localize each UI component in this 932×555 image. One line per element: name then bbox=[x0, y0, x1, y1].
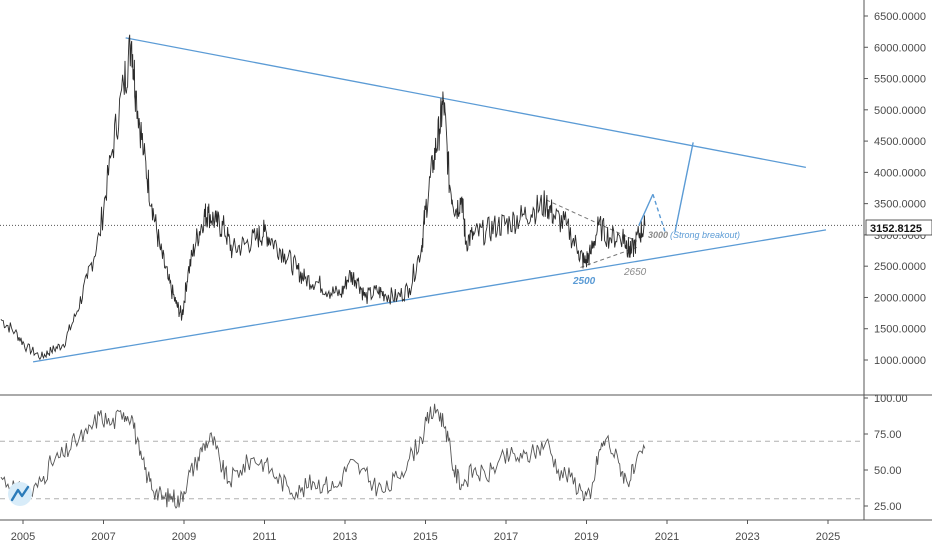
price-axis-label: 6000.0000 bbox=[874, 42, 926, 54]
trendline-support bbox=[32, 229, 827, 363]
tradingview-logo-icon bbox=[8, 482, 32, 506]
projection-up-leg bbox=[638, 193, 654, 226]
annotation-support-2500: 2500 bbox=[572, 276, 596, 287]
annotation-breakout-3000: 3000 bbox=[648, 230, 668, 240]
rsi-axis-label: 75.00 bbox=[874, 429, 902, 441]
time-axis-label: 2009 bbox=[172, 531, 196, 543]
rsi-axis-label: 100.00 bbox=[874, 393, 908, 405]
annotation-support-2650: 2650 bbox=[623, 267, 647, 278]
time-axis-label: 2013 bbox=[333, 531, 357, 543]
price-axis-label: 2000.0000 bbox=[874, 292, 926, 304]
price-axis-label: 4500.0000 bbox=[874, 136, 926, 148]
last-price-label: 3152.8125 bbox=[870, 223, 922, 235]
projection-breakout-leg bbox=[674, 142, 694, 232]
price-series-line bbox=[0, 34, 646, 361]
time-axis-label: 2015 bbox=[413, 531, 437, 543]
rsi-pane bbox=[0, 403, 864, 509]
rsi-axis: 25.00 50.00 75.00 100.00 bbox=[864, 393, 908, 513]
price-axis-label: 4000.0000 bbox=[874, 167, 926, 179]
time-axis-label: 2023 bbox=[735, 531, 759, 543]
last-price-badge: 3152.8125 bbox=[865, 219, 932, 236]
rsi-series-line bbox=[0, 403, 646, 509]
triangle-upper-dashed bbox=[546, 199, 638, 242]
price-axis-label: 5000.0000 bbox=[874, 105, 926, 117]
time-axis-label: 2017 bbox=[494, 531, 518, 543]
rsi-axis-label: 25.00 bbox=[874, 501, 902, 513]
rsi-axis-label: 50.00 bbox=[874, 465, 902, 477]
time-axis-label: 2025 bbox=[816, 531, 840, 543]
price-axis-label: 1500.0000 bbox=[874, 324, 926, 336]
time-axis-label: 2007 bbox=[91, 531, 115, 543]
price-axis-label: 3500.0000 bbox=[874, 199, 926, 211]
time-axis: 2005 2007 2009 2011 2013 2015 2017 2019 2021 2023… bbox=[11, 520, 840, 543]
price-axis-label: 2500.0000 bbox=[874, 261, 926, 273]
price-pane bbox=[0, 34, 864, 363]
annotation-strong-breakout: (Strong breakout) bbox=[670, 230, 740, 240]
price-axis-label: 6500.0000 bbox=[874, 11, 926, 23]
price-axis-label: 5500.0000 bbox=[874, 74, 926, 86]
time-axis-label: 2021 bbox=[655, 531, 679, 543]
time-axis-label: 2005 bbox=[11, 531, 35, 543]
time-axis-label: 2019 bbox=[574, 531, 598, 543]
time-axis-label: 2011 bbox=[253, 531, 277, 543]
price-axis-label: 1000.0000 bbox=[874, 355, 926, 367]
